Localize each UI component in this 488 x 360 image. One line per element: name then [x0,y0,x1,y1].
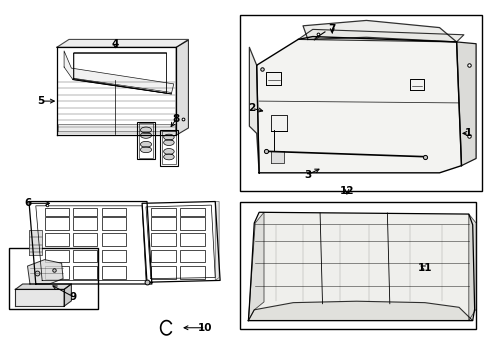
Ellipse shape [140,141,151,147]
Ellipse shape [163,140,174,145]
Polygon shape [248,301,472,320]
Polygon shape [15,289,64,306]
Polygon shape [256,37,461,173]
Text: 3: 3 [304,170,311,180]
Bar [151,233,176,246]
Ellipse shape [163,154,174,160]
Bar [151,217,176,230]
Text: 12: 12 [339,186,353,196]
Polygon shape [64,51,173,94]
Bar [73,217,97,230]
Polygon shape [27,260,63,284]
Polygon shape [176,40,188,135]
Bar [180,217,205,230]
Polygon shape [249,47,259,173]
Text: 10: 10 [198,323,212,333]
Ellipse shape [140,127,151,133]
Polygon shape [248,212,474,320]
Polygon shape [248,212,264,320]
Ellipse shape [163,134,174,140]
Text: 4: 4 [111,39,119,49]
Bar [151,208,176,216]
Polygon shape [303,21,456,42]
Ellipse shape [140,132,151,138]
Ellipse shape [163,149,174,154]
Bar [137,122,155,159]
Polygon shape [215,202,219,280]
Text: 8: 8 [172,114,180,124]
Polygon shape [298,30,463,42]
Bar [73,233,97,246]
Text: 2: 2 [248,103,255,113]
Bar [239,15,482,192]
Polygon shape [15,284,71,289]
Bar [102,217,126,230]
Bar [73,208,97,216]
Bar [102,233,126,246]
Bar [151,266,176,279]
Bar [44,249,69,262]
Bar [73,266,97,279]
Text: 7: 7 [328,24,335,35]
Bar [139,123,153,158]
Text: 1: 1 [464,129,471,138]
Bar [180,208,205,216]
Polygon shape [456,42,475,166]
Polygon shape [57,40,188,47]
Bar [44,233,69,246]
Polygon shape [64,284,71,306]
Polygon shape [29,230,42,255]
Bar [180,233,205,246]
Bar [239,202,475,329]
Bar [9,248,98,309]
Bar [44,208,69,216]
Text: 9: 9 [69,292,76,302]
Bar [102,266,126,279]
Bar [73,249,97,262]
Bar [160,130,177,166]
Bar [102,208,126,216]
Polygon shape [271,150,284,163]
Bar [102,249,126,262]
Bar [162,131,175,164]
Bar [180,249,205,262]
Bar [180,266,205,279]
Polygon shape [468,214,475,320]
Text: 11: 11 [417,263,431,273]
Bar [44,217,69,230]
Text: 6: 6 [24,198,31,208]
Ellipse shape [140,147,151,153]
Text: 5: 5 [37,96,44,106]
Polygon shape [58,125,175,131]
Bar [44,266,69,279]
Bar [151,249,176,262]
